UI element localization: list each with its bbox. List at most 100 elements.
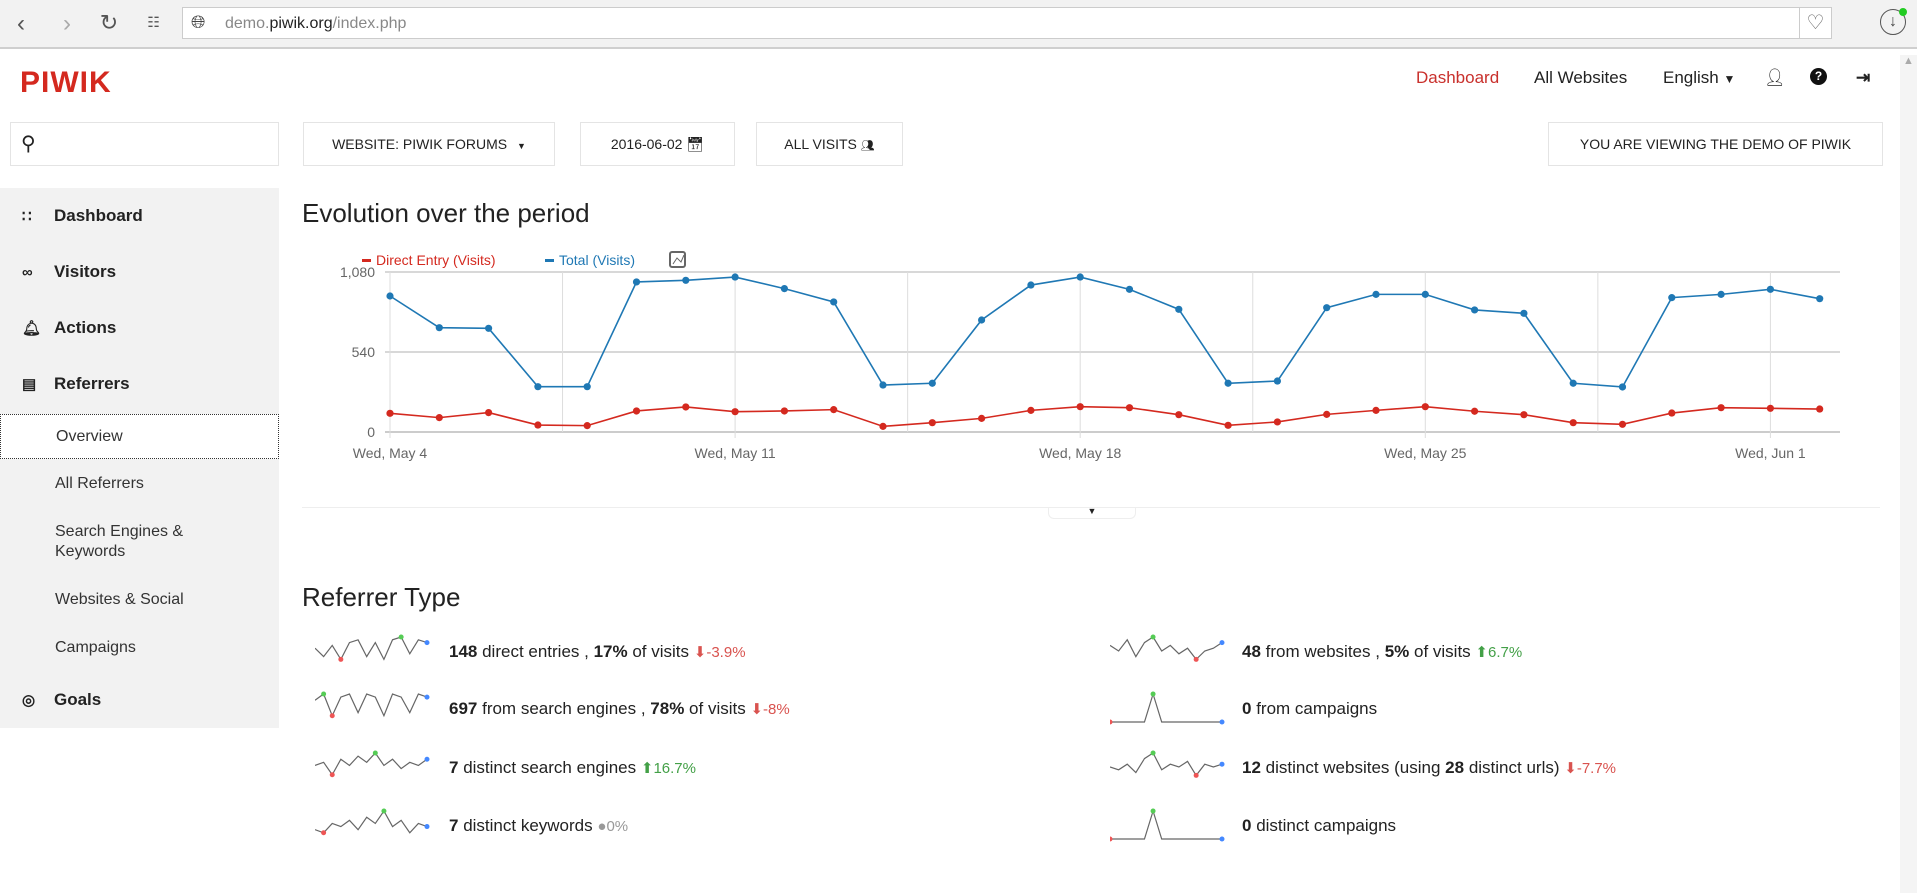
- help-icon[interactable]: ?: [1810, 68, 1827, 85]
- data-point: [879, 381, 887, 389]
- sidebar-subitem-campaigns[interactable]: Campaigns: [55, 639, 136, 656]
- spark-min-dot: [1193, 656, 1199, 662]
- sidebar-subitem-search-engines[interactable]: Search Engines & Keywords: [55, 523, 184, 560]
- demo-notice: YOU ARE VIEWING THE DEMO OF PIWIK: [1548, 122, 1883, 166]
- sign-in-icon[interactable]: ⇥: [1856, 68, 1871, 87]
- referrer-stat: 148 direct entries , 17% of visits ⬇︎-3.…: [449, 642, 746, 661]
- legend-swatch: [545, 259, 554, 262]
- data-point: [1125, 285, 1134, 293]
- address-bar[interactable]: 🌐︎ demo.piwik.org/index.php ♡: [182, 7, 1832, 39]
- change-value: 0%: [606, 818, 629, 835]
- data-point: [583, 383, 591, 391]
- series-line-0: [389, 405, 1820, 428]
- globe-icon: 🌐︎: [191, 12, 206, 32]
- data-point: [386, 292, 394, 300]
- data-point: [435, 324, 443, 332]
- spark-last-dot: [424, 640, 430, 646]
- x-tick-label: Wed, May 18: [1039, 445, 1121, 461]
- change-value: -8%: [763, 701, 790, 718]
- search-input[interactable]: ⚲: [10, 122, 279, 166]
- spark-max-dot: [1150, 808, 1156, 814]
- scrollbar[interactable]: ▲: [1900, 55, 1917, 893]
- spark-min-dot: [1107, 836, 1113, 842]
- favorite-heart-icon[interactable]: ♡: [1799, 8, 1831, 38]
- search-icon: ⚲: [21, 133, 36, 155]
- binoculars-icon: ∞: [22, 264, 33, 281]
- data-point: [1076, 403, 1084, 411]
- sparkline[interactable]: [314, 808, 431, 847]
- data-point: [1421, 290, 1429, 298]
- date-selector[interactable]: 2016-06-02 📅︎: [580, 122, 735, 166]
- user-icon[interactable]: 👤︎: [1764, 68, 1786, 87]
- data-point: [978, 316, 986, 324]
- data-point: [1224, 421, 1232, 429]
- data-point: [1569, 419, 1577, 427]
- sidebar-item-visitors[interactable]: ∞ Visitors: [22, 262, 117, 281]
- back-icon[interactable]: ‹: [17, 10, 25, 37]
- legend-label[interactable]: Direct Entry (Visits): [376, 252, 496, 268]
- data-point: [978, 414, 986, 422]
- sidebar-item-goals[interactable]: ◎ Goals: [22, 690, 102, 709]
- data-point: [1372, 406, 1380, 414]
- language-selector[interactable]: English ▼: [1663, 68, 1735, 88]
- data-point: [1766, 285, 1774, 293]
- data-point: [1569, 379, 1577, 387]
- grid-icon: ∷: [22, 208, 32, 225]
- data-point: [1766, 404, 1774, 412]
- data-point: [830, 298, 838, 306]
- chart-type-icon[interactable]: [669, 251, 686, 268]
- spark-max-dot: [1150, 750, 1156, 756]
- bell-icon: 🔔︎: [22, 320, 42, 337]
- spark-max-dot: [372, 750, 378, 756]
- data-point: [1816, 405, 1824, 413]
- sidebar-item-actions[interactable]: 🔔︎ Actions: [22, 318, 117, 337]
- trend-down-icon: ⬇︎: [693, 644, 707, 661]
- sidebar-subitem-all-referrers[interactable]: All Referrers: [55, 475, 144, 492]
- sidebar-subitem-overview[interactable]: Overview: [0, 414, 279, 459]
- data-point: [682, 403, 690, 411]
- spark-min-dot: [329, 772, 335, 778]
- sparkline[interactable]: [1107, 808, 1226, 847]
- sparkline[interactable]: [314, 691, 431, 730]
- forward-icon[interactable]: ›: [63, 10, 71, 37]
- piwik-logo[interactable]: PIWIK: [20, 66, 112, 99]
- target-icon: ◎: [22, 692, 36, 709]
- sparkline[interactable]: [1107, 691, 1226, 730]
- x-tick-label: Wed, May 11: [695, 445, 776, 461]
- data-point: [1323, 410, 1331, 418]
- collapse-toggle[interactable]: ▼: [1048, 507, 1136, 519]
- segment-label: ALL VISITS: [784, 136, 857, 152]
- sparkline[interactable]: [1109, 750, 1226, 789]
- data-point: [1618, 420, 1627, 428]
- referrer-stat: 48 from websites , 5% of visits ⬆︎6.7%: [1242, 642, 1523, 661]
- nav-all-websites[interactable]: All Websites: [1534, 68, 1628, 87]
- data-point: [1125, 404, 1134, 412]
- series-line-1: [389, 276, 1820, 388]
- sidebar-item-referrers[interactable]: ▤ Referrers: [22, 374, 130, 393]
- sidebar-item-dashboard[interactable]: ∷ Dashboard: [22, 206, 143, 225]
- apps-grid-icon[interactable]: ☷: [147, 14, 160, 30]
- data-point: [1372, 290, 1380, 298]
- sparkline[interactable]: [314, 750, 431, 789]
- evolution-title: Evolution over the period: [302, 198, 590, 228]
- segment-selector[interactable]: ALL VISITS 👥︎: [756, 122, 903, 166]
- nav-dashboard[interactable]: Dashboard: [1416, 68, 1500, 87]
- data-point: [1076, 273, 1084, 281]
- data-point: [731, 273, 739, 281]
- window-icon: ▤: [22, 376, 37, 393]
- caret-down-icon: ▼: [1087, 506, 1097, 516]
- sidebar-subitem-websites-social[interactable]: Websites & Social: [55, 591, 184, 608]
- spark-max-dot: [321, 691, 327, 697]
- download-icon[interactable]: ↓: [1880, 8, 1907, 35]
- reload-icon[interactable]: ↻: [99, 10, 119, 35]
- trend-neutral-icon: ●: [597, 818, 607, 835]
- legend-label[interactable]: Total (Visits): [559, 252, 635, 268]
- users-icon: 👥︎: [860, 140, 875, 152]
- site-selector[interactable]: WEBSITE: PIWIK FORUMS ▼: [303, 122, 555, 166]
- spark-max-dot: [398, 634, 404, 640]
- sparkline[interactable]: [314, 634, 431, 673]
- sparkline[interactable]: [1109, 634, 1226, 673]
- referrer-stat: 697 from search engines , 78% of visits …: [449, 699, 790, 718]
- x-tick-label: Wed, May 25: [1384, 445, 1466, 461]
- x-tick-label: Wed, Jun 1: [1735, 445, 1806, 461]
